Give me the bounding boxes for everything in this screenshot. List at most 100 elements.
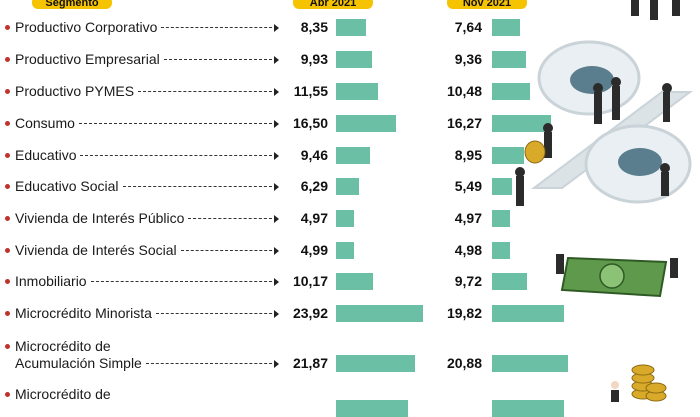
value-abr-2021: 8,35: [300, 19, 328, 35]
decorative-illustration: [515, 0, 693, 402]
bar-nov-2021: [492, 355, 568, 372]
leader-arrow: [161, 23, 279, 32]
segment-label: Vivienda de Interés Público: [15, 210, 184, 227]
bar-abr-2021: [336, 400, 408, 417]
header-abr-2021: Abr 2021: [293, 0, 373, 9]
bar-abr-2021: [336, 273, 373, 290]
header-segmento: Segmento: [32, 0, 112, 9]
bar-abr-2021: [336, 210, 354, 227]
value-abr-2021: 9,46: [300, 147, 328, 163]
arrow-head: [274, 309, 279, 318]
bullet: [5, 392, 10, 397]
value-abr-2021: 4,99: [300, 242, 328, 258]
segment-label: Productivo Empresarial: [15, 51, 160, 68]
bullet: [5, 216, 10, 221]
value-abr-2021: 16,50: [292, 115, 328, 131]
bar-abr-2021: [336, 242, 355, 259]
bar-abr-2021: [336, 147, 371, 164]
header-nov-2021: Nov 2021: [447, 0, 527, 9]
leader-arrow: [80, 151, 279, 160]
bullet: [5, 89, 10, 94]
value-nov-2021: 4,98: [454, 242, 482, 258]
bar-abr-2021: [336, 355, 416, 372]
leader-arrow: [188, 214, 279, 223]
arrow-head: [274, 151, 279, 160]
bullet: [5, 344, 10, 349]
segment-label: Inmobiliario: [15, 273, 87, 290]
segment-label-line: Educativo: [15, 147, 77, 163]
segment-label-line: Vivienda de Interés Social: [15, 242, 177, 258]
segment-label: Microcrédito de: [15, 386, 111, 403]
leader-arrow: [145, 359, 279, 368]
value-abr-2021: 9,93: [300, 51, 328, 67]
leader-arrow: [138, 87, 279, 96]
value-abr-2021: 23,92: [292, 305, 328, 321]
segment-label-line: Productivo Empresarial: [15, 51, 160, 67]
person-lower-right: [611, 381, 619, 402]
segment-label-line: Productivo PYMES: [15, 83, 135, 99]
segment-label-line: Educativo Social: [15, 178, 119, 194]
coins-illustration: [524, 140, 667, 402]
arrow-head: [274, 182, 279, 191]
arrow-head: [274, 23, 279, 32]
bar-abr-2021: [336, 305, 423, 322]
value-nov-2021: 8,95: [454, 147, 482, 163]
bar-nov-2021: [492, 115, 551, 132]
bullet: [5, 25, 10, 30]
segment-label-line: Acumulación Simple: [15, 355, 142, 371]
bar-nov-2021: [492, 273, 528, 290]
bar-nov-2021: [492, 147, 525, 164]
arrow-head: [274, 87, 279, 96]
bar-abr-2021: [336, 19, 367, 36]
bar-nov-2021: [492, 242, 511, 259]
bar-nov-2021: [492, 83, 530, 100]
bar-abr-2021: [336, 115, 396, 132]
value-nov-2021: 4,97: [454, 210, 482, 226]
bar-nov-2021: [492, 19, 520, 36]
value-nov-2021: 7,64: [454, 19, 482, 35]
segment-label: Productivo Corporativo: [15, 19, 157, 36]
leader-arrow: [122, 182, 279, 191]
people-illustration: [515, 0, 680, 206]
arrow-head: [274, 55, 279, 64]
value-nov-2021: 19,82: [446, 305, 482, 321]
segment-label: Educativo Social: [15, 178, 119, 195]
value-nov-2021: 5,49: [454, 178, 482, 194]
arrow-head: [274, 119, 279, 128]
bar-nov-2021: [492, 210, 510, 227]
value-abr-2021: 10,17: [292, 273, 328, 289]
arrow-head: [274, 246, 279, 255]
leader-arrow: [155, 309, 279, 318]
bar-nov-2021: [492, 178, 512, 195]
arrow-head: [274, 277, 279, 286]
value-abr-2021: 21,87: [292, 355, 328, 371]
value-abr-2021: 6,29: [300, 178, 328, 194]
segment-label-line: Consumo: [15, 115, 75, 131]
bar-abr-2021: [336, 178, 359, 195]
segment-label-line: Productivo Corporativo: [15, 19, 158, 35]
value-nov-2021: 16,27: [446, 115, 482, 131]
value-nov-2021: 9,36: [454, 51, 482, 67]
bullet: [5, 57, 10, 62]
bar-abr-2021: [336, 83, 378, 100]
leader-arrow: [78, 119, 279, 128]
bar-nov-2021: [492, 51, 526, 68]
bullet: [5, 153, 10, 158]
leader-arrow: [90, 277, 279, 286]
banknote-illustration: [556, 254, 678, 298]
bar-nov-2021: [492, 400, 564, 417]
leader-arrow: [180, 246, 279, 255]
segment-label-line: Microcrédito de: [15, 338, 111, 354]
segment-label-line: Microcrédito de: [15, 386, 111, 402]
segment-label: Microcrédito Minorista: [15, 305, 152, 322]
leader-arrow: [163, 55, 279, 64]
arrow-head: [274, 214, 279, 223]
segment-label: Microcrédito de Acumulación Simple: [15, 338, 142, 372]
value-nov-2021: 10,48: [446, 83, 482, 99]
segment-label-line: Microcrédito Minorista: [15, 305, 152, 321]
arrow-head: [274, 359, 279, 368]
bullet: [5, 121, 10, 126]
chart-rows: Productivo Corporativo 8,35 7,64 Productivo…: [5, 19, 568, 417]
value-nov-2021: 20,88: [446, 355, 482, 371]
segment-label: Educativo: [15, 147, 76, 164]
